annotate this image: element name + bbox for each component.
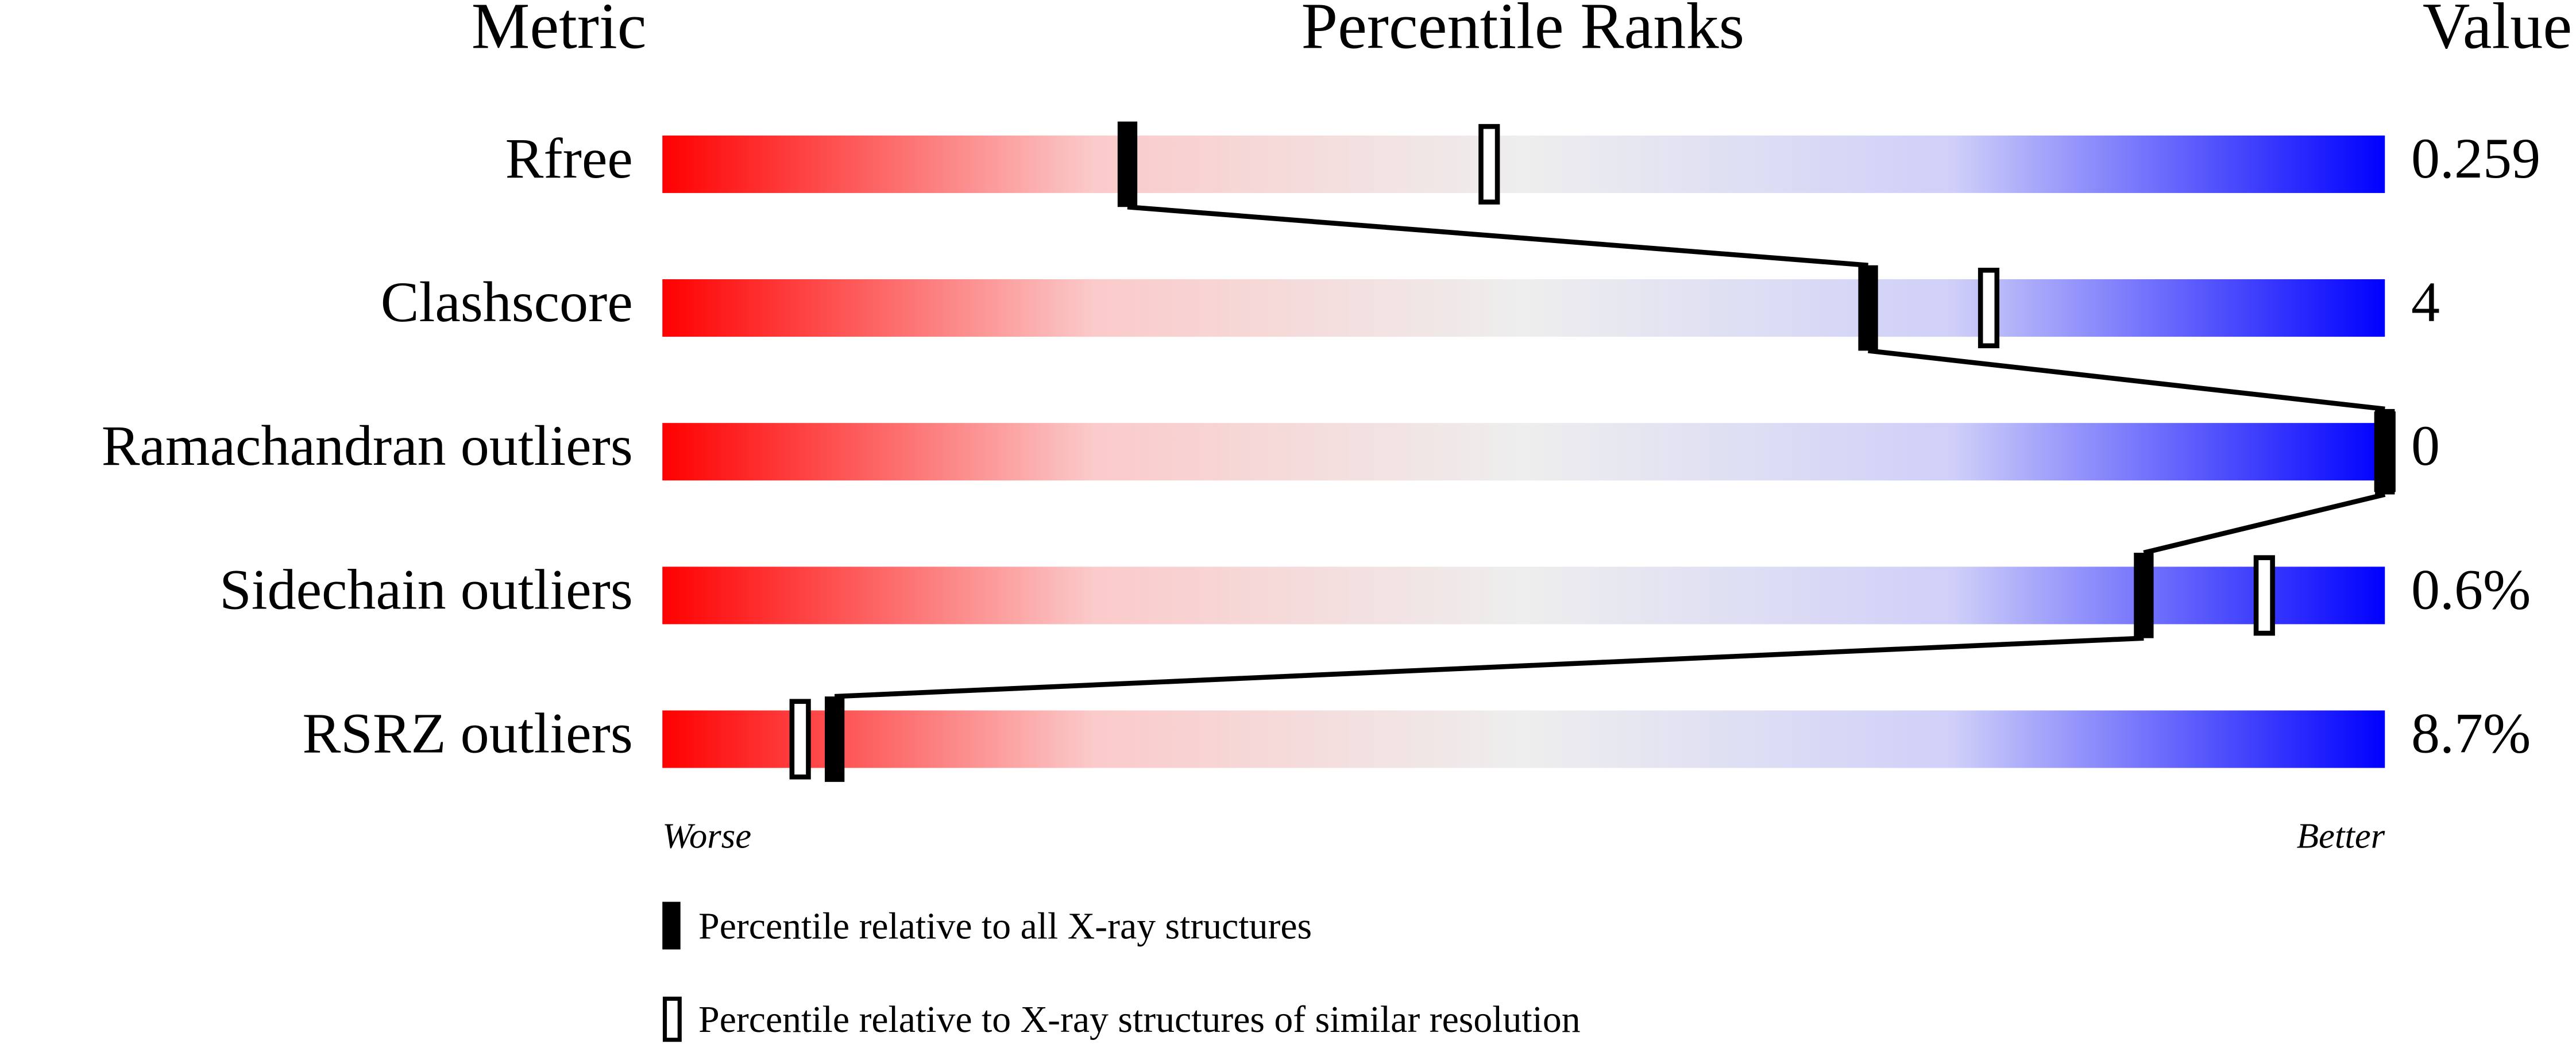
metric-value: 4 [2411,270,2440,334]
filled-marker [1858,265,1878,351]
metric-label: Sidechain outliers [219,557,633,621]
open-marker [1478,124,1500,205]
connector-line [1127,204,1868,268]
percentile-bar [662,423,2385,481]
better-label: Better [2297,815,2385,856]
metric-label: RSRZ outliers [302,701,632,765]
connector-line [834,635,2144,699]
connector-line [2143,492,2386,556]
metric-label: Rfree [505,126,633,190]
metric-value: 8.7% [2411,701,2531,765]
open-marker [1978,268,2000,349]
worse-label: Worse [662,815,751,856]
percentile-header: Percentile Ranks [1301,0,1745,62]
legend-swatch [662,996,682,1042]
metric-label: Ramachandran outliers [102,414,633,477]
legend-label: Percentile relative to all X-ray structu… [698,905,1312,947]
legend-swatch [662,901,681,950]
value-header: Value [2423,0,2572,62]
metric-header: Metric [472,0,647,62]
open-marker [789,699,811,780]
percentile-bar [662,567,2385,625]
filled-marker [1117,121,1138,207]
metric-value: 0.6% [2411,557,2531,621]
filled-marker [2134,553,2154,638]
percentile-bar [662,135,2385,193]
metric-value: 0 [2411,414,2440,477]
metric-label: Clashscore [381,270,633,334]
percentile-bar [662,279,2385,337]
legend-label: Percentile relative to X-ray structures … [698,999,1581,1041]
filled-marker [2375,409,2395,495]
open-marker [2253,555,2275,636]
metric-value: 0.259 [2411,126,2540,190]
connector-line [1868,348,2385,412]
filled-marker [824,696,845,782]
percentile-bar [662,710,2385,768]
